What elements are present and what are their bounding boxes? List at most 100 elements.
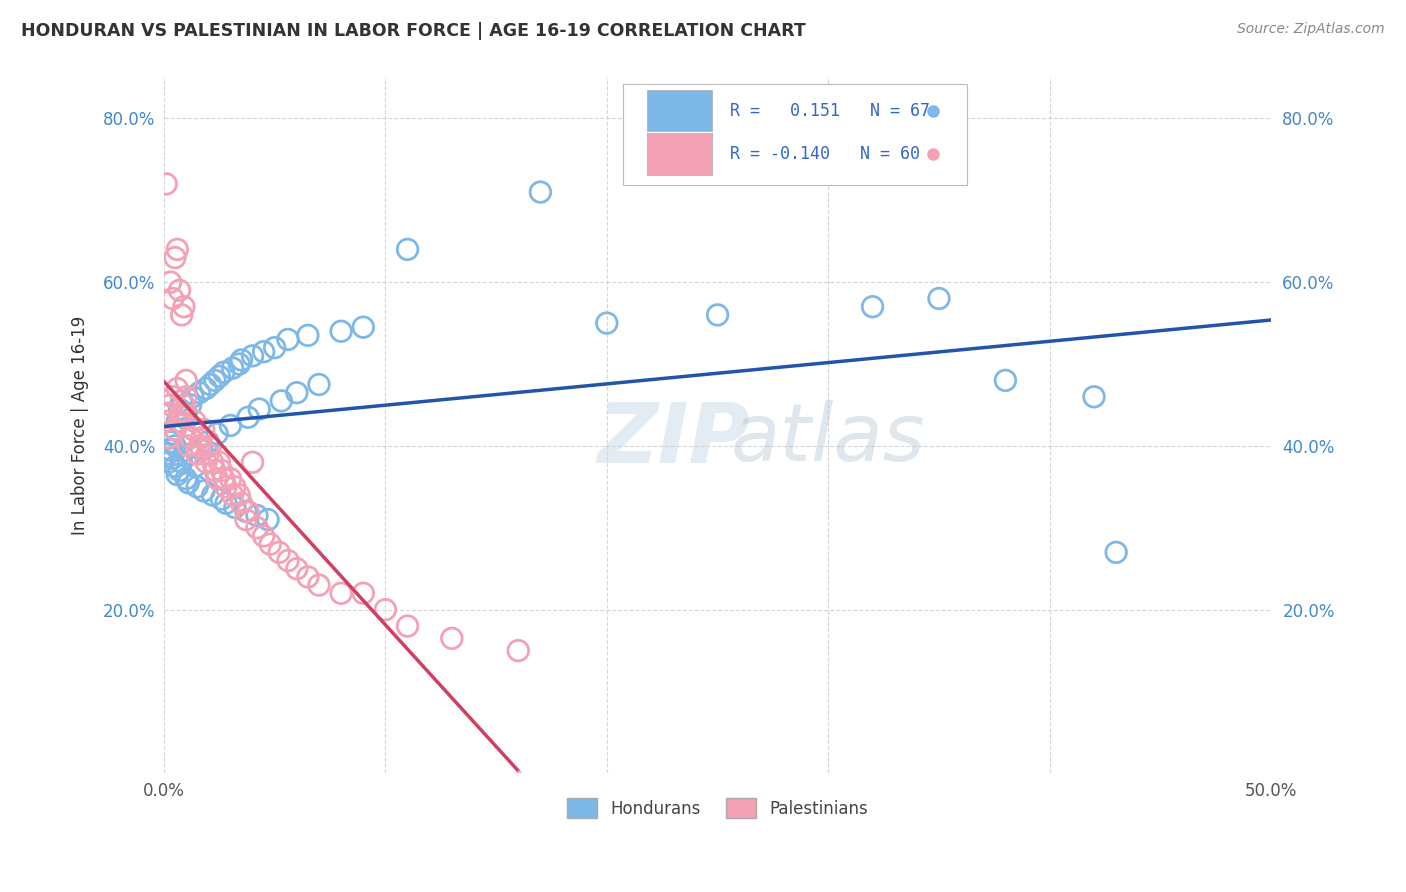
Point bbox=[163, 251, 186, 265]
Point bbox=[928, 292, 950, 306]
Point bbox=[396, 243, 419, 257]
Point bbox=[204, 463, 226, 477]
FancyBboxPatch shape bbox=[623, 85, 967, 186]
Point bbox=[224, 500, 246, 515]
Point bbox=[231, 496, 253, 510]
Point bbox=[352, 586, 374, 600]
Point bbox=[269, 545, 291, 559]
Point bbox=[200, 377, 222, 392]
Point bbox=[166, 382, 188, 396]
Point bbox=[330, 324, 353, 338]
Point bbox=[169, 463, 191, 477]
Text: ZIP: ZIP bbox=[598, 399, 749, 480]
Point bbox=[180, 447, 202, 461]
Point bbox=[157, 431, 180, 445]
Point bbox=[162, 390, 184, 404]
Point bbox=[529, 185, 551, 199]
Point bbox=[166, 243, 188, 257]
Point bbox=[308, 377, 330, 392]
Point bbox=[862, 300, 884, 314]
Point bbox=[246, 521, 269, 535]
Point bbox=[221, 488, 243, 502]
Point bbox=[259, 537, 281, 551]
Point bbox=[201, 488, 224, 502]
Point bbox=[208, 455, 231, 469]
Point bbox=[174, 406, 197, 420]
Point bbox=[208, 369, 231, 384]
Point bbox=[163, 439, 186, 453]
Point bbox=[297, 328, 319, 343]
Point bbox=[155, 414, 177, 428]
Point bbox=[173, 398, 195, 412]
Point bbox=[212, 472, 235, 486]
Point bbox=[1105, 545, 1128, 559]
FancyBboxPatch shape bbox=[647, 90, 711, 131]
Y-axis label: In Labor Force | Age 16-19: In Labor Force | Age 16-19 bbox=[72, 316, 89, 535]
Point bbox=[155, 447, 177, 461]
Point bbox=[188, 385, 211, 400]
Point bbox=[180, 398, 202, 412]
Point bbox=[184, 414, 207, 428]
FancyBboxPatch shape bbox=[647, 134, 711, 175]
Point bbox=[197, 447, 219, 461]
Point bbox=[252, 344, 274, 359]
Point bbox=[228, 357, 250, 371]
Point bbox=[440, 632, 463, 646]
Point bbox=[184, 459, 207, 474]
Point bbox=[508, 643, 530, 657]
Point bbox=[285, 385, 308, 400]
Point bbox=[224, 480, 246, 494]
Point bbox=[162, 292, 184, 306]
Point bbox=[181, 390, 204, 404]
Point bbox=[197, 434, 219, 449]
Point bbox=[374, 602, 396, 616]
Point bbox=[297, 570, 319, 584]
Point bbox=[201, 455, 224, 469]
Point bbox=[252, 529, 274, 543]
Point bbox=[204, 373, 226, 387]
Point bbox=[247, 402, 270, 417]
Point bbox=[236, 410, 259, 425]
Point bbox=[396, 619, 419, 633]
Point bbox=[308, 578, 330, 592]
Point bbox=[169, 283, 191, 297]
Point bbox=[162, 426, 184, 441]
Point bbox=[163, 459, 186, 474]
Point bbox=[190, 442, 212, 457]
Point bbox=[205, 426, 228, 441]
Point bbox=[186, 447, 208, 461]
Point bbox=[162, 451, 184, 466]
Point bbox=[221, 361, 243, 376]
Point bbox=[157, 455, 180, 469]
Point bbox=[219, 472, 242, 486]
Point bbox=[235, 504, 257, 518]
Point bbox=[215, 480, 238, 494]
Point bbox=[352, 320, 374, 334]
Point bbox=[163, 423, 186, 437]
Point bbox=[257, 513, 280, 527]
Point bbox=[242, 455, 264, 469]
Point bbox=[211, 492, 233, 507]
Point bbox=[166, 414, 188, 428]
Text: R = -0.140   N = 60: R = -0.140 N = 60 bbox=[730, 145, 920, 163]
Point bbox=[163, 423, 186, 437]
Text: atlas: atlas bbox=[731, 401, 925, 478]
Point bbox=[246, 508, 269, 523]
Point bbox=[994, 373, 1017, 387]
Point bbox=[330, 586, 353, 600]
Point bbox=[596, 316, 619, 330]
Point bbox=[193, 423, 215, 437]
Point bbox=[236, 504, 259, 518]
Point bbox=[706, 308, 728, 322]
Point bbox=[159, 275, 181, 289]
Point bbox=[1083, 390, 1105, 404]
Point bbox=[277, 553, 299, 567]
Point bbox=[159, 398, 181, 412]
Point bbox=[228, 488, 250, 502]
Point bbox=[200, 439, 222, 453]
Point bbox=[219, 418, 242, 433]
Point bbox=[181, 423, 204, 437]
Point bbox=[170, 393, 193, 408]
Point bbox=[211, 463, 233, 477]
Point bbox=[166, 467, 188, 482]
